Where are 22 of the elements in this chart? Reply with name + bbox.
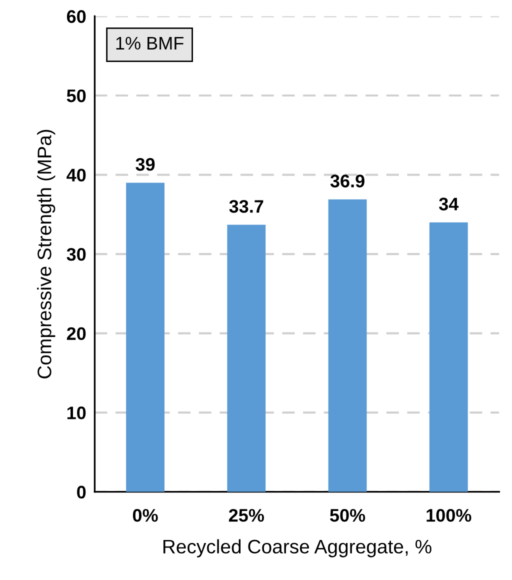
x-tick-label: 0% bbox=[132, 508, 158, 522]
bar bbox=[328, 199, 367, 492]
y-tick-label: 20 bbox=[66, 327, 86, 340]
y-tick-label: 0 bbox=[77, 486, 86, 499]
x-tick-label: 50% bbox=[330, 508, 366, 522]
data-label: 36.9 bbox=[330, 174, 364, 188]
y-tick-label: 10 bbox=[67, 406, 86, 420]
x-axis-title: Recycled Coarse Aggregate, % bbox=[163, 539, 432, 558]
y-tick-label: 40 bbox=[66, 168, 86, 182]
data-label: 33.7 bbox=[229, 200, 264, 213]
bar bbox=[126, 182, 164, 492]
y-tick-label: 60 bbox=[66, 10, 86, 23]
y-tick-label: 50 bbox=[66, 89, 86, 102]
x-tick-label: 25% bbox=[228, 508, 264, 522]
data-label: 34 bbox=[439, 198, 459, 210]
data-label: 39 bbox=[136, 158, 155, 171]
x-tick-label: 100% bbox=[426, 508, 472, 522]
annotation: 1% BMF bbox=[116, 36, 184, 50]
y-tick-label: 30 bbox=[66, 248, 86, 261]
y-axis-title: Compressive Strength (MPa) bbox=[37, 130, 56, 378]
bar bbox=[227, 224, 266, 492]
bar bbox=[429, 222, 468, 492]
